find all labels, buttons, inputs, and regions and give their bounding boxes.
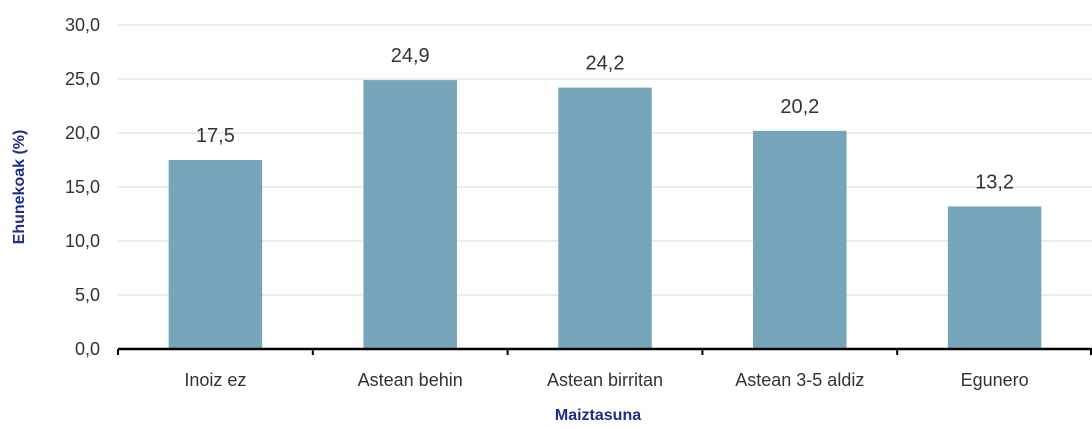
category-label: Astean birritan [547, 370, 663, 390]
data-label: 24,2 [586, 53, 625, 75]
bar [753, 130, 847, 349]
data-label: 13,2 [975, 171, 1014, 193]
bar [947, 206, 1042, 349]
category-label: Astean behin [358, 370, 463, 390]
bar [168, 160, 263, 349]
data-label: 24,9 [391, 45, 430, 67]
y-axis-ticks: 0,0 5,0 10,0 15,0 20,0 25,0 30,0 [65, 15, 100, 359]
x-axis [117, 347, 1092, 355]
category-label: Inoiz ez [184, 370, 246, 390]
category-label: Astean 3-5 aldiz [735, 370, 864, 390]
y-tick-label: 15,0 [65, 177, 100, 197]
category-labels: Inoiz ez Astean behin Astean birritan Astea… [184, 370, 1028, 390]
bar [363, 80, 457, 349]
data-labels: 17,5 24,9 24,2 20,2 13,2 [196, 45, 1014, 193]
bars [168, 80, 1042, 349]
data-label: 17,5 [196, 125, 235, 147]
y-tick-label: 20,0 [65, 123, 100, 143]
bar [558, 87, 652, 349]
category-label: Egunero [961, 370, 1029, 390]
y-tick-label: 0,0 [75, 339, 100, 359]
y-tick-label: 10,0 [65, 231, 100, 251]
y-tick-label: 25,0 [65, 69, 100, 89]
x-axis-title: Maiztasuna [555, 407, 641, 424]
y-tick-label: 30,0 [65, 15, 100, 35]
y-axis-title: Ehunekoak (%) [11, 130, 28, 245]
data-label: 20,2 [780, 96, 819, 118]
y-tick-label: 5,0 [75, 285, 100, 305]
